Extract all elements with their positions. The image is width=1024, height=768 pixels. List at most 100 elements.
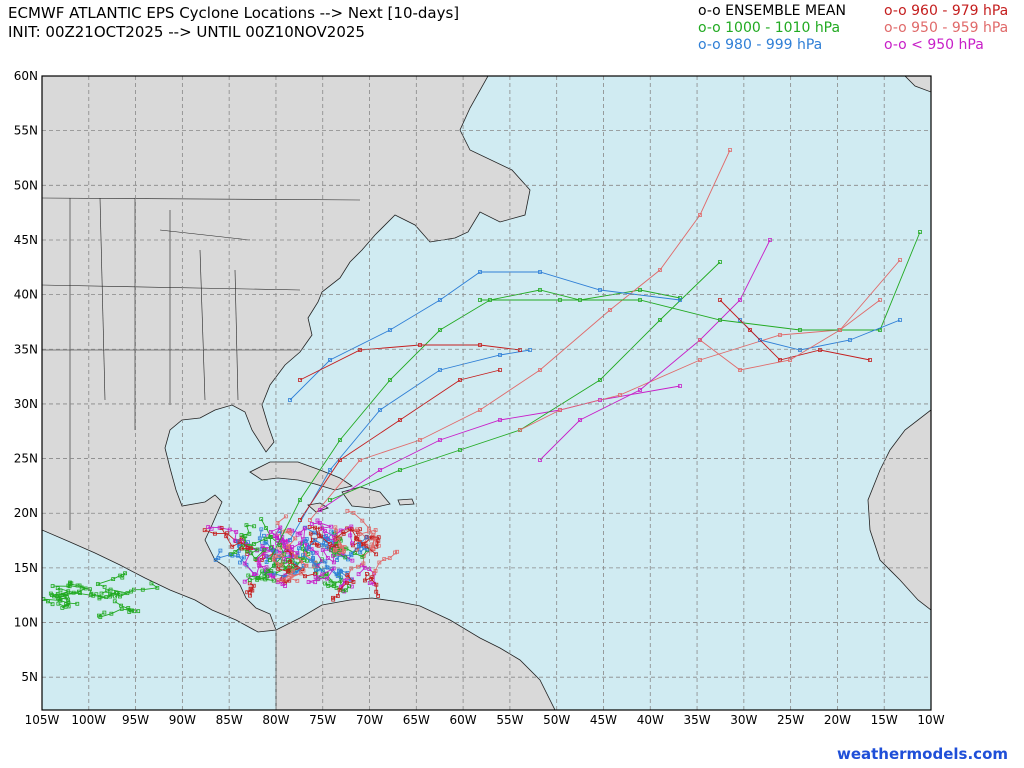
track-point [299, 571, 303, 576]
track-point [111, 577, 116, 581]
ensemble-track [287, 543, 309, 570]
track-point [98, 615, 103, 619]
ensemble-track [317, 520, 353, 544]
ensemble-track [297, 527, 323, 567]
track-point [219, 526, 224, 530]
track-point [71, 590, 76, 595]
lat-tick-label: 40N [14, 288, 38, 302]
track-point [718, 318, 722, 322]
track-point [212, 531, 217, 536]
track-point [878, 298, 882, 302]
track-point [313, 575, 318, 580]
track-point [78, 591, 82, 595]
track-point [345, 573, 350, 578]
track-point [307, 544, 311, 549]
track-point [658, 268, 662, 272]
track-point [307, 525, 312, 529]
track-point [241, 555, 246, 560]
track-point [357, 532, 362, 536]
track-point [263, 577, 268, 582]
pacific-track [68, 585, 97, 597]
track-point [638, 388, 642, 392]
track-point [376, 593, 381, 598]
chart-title: ECMWF ATLANTIC EPS Cyclone Locations -->… [8, 4, 459, 42]
track-point [438, 368, 442, 372]
track-point [283, 514, 288, 519]
ensemble-track [248, 575, 274, 582]
track-point [328, 358, 332, 362]
track-point [233, 550, 238, 554]
legend-ensemble-mean: o-o ENSEMBLE MEAN [698, 3, 846, 19]
track-point [295, 578, 300, 583]
latitude-labels: 5N 10N 15N 20N 25N 30N 35N 40N 45N 50N 55N 60N [14, 69, 38, 684]
track-point [328, 498, 332, 502]
track-point [478, 343, 482, 347]
track-point [95, 582, 100, 586]
ensemble-track [357, 529, 377, 549]
track-point [64, 602, 68, 607]
track-point [126, 606, 131, 610]
track-point [262, 541, 267, 546]
lon-tick-label: 50W [543, 713, 570, 727]
track-point [360, 554, 365, 559]
ensemble-track [281, 567, 291, 584]
track-point [287, 529, 292, 533]
track-point [155, 585, 160, 590]
track-point [60, 592, 65, 597]
lon-tick-label: 55W [496, 713, 523, 727]
track-point [362, 578, 367, 583]
track-point [236, 553, 240, 558]
lon-tick-label: 65W [403, 713, 430, 727]
track-point [349, 577, 353, 582]
track-point [102, 610, 107, 615]
ensemble-track [347, 548, 374, 577]
track-point [478, 408, 482, 412]
track-point [324, 541, 329, 546]
track-point [102, 584, 107, 589]
track-point [274, 533, 279, 538]
track-point [306, 580, 311, 584]
track-point [298, 378, 302, 382]
ensemble-track [241, 524, 255, 550]
track-point [310, 557, 315, 562]
track-point [94, 592, 99, 597]
track-point [352, 551, 357, 555]
track-point [758, 338, 762, 342]
track-point [136, 609, 141, 614]
track-point [287, 578, 292, 583]
ensemble-track [269, 555, 284, 567]
track-point [398, 468, 402, 472]
track-point [259, 576, 264, 581]
track-point [498, 418, 502, 422]
track-point [56, 601, 61, 606]
track-point [898, 258, 902, 262]
track-point [264, 526, 268, 530]
track-point [376, 538, 381, 543]
track-point [308, 531, 313, 536]
track-point [276, 578, 281, 583]
track-point [395, 549, 400, 554]
track-point [304, 546, 308, 551]
track-point [324, 545, 329, 550]
ensemble-track [242, 546, 265, 560]
track-point [598, 378, 602, 382]
track-point [242, 579, 247, 584]
track-point [357, 542, 362, 546]
track-point [357, 544, 361, 549]
track-point [264, 565, 269, 570]
track-point [149, 581, 154, 586]
legend-960-979: o-o 960 - 979 hPa [884, 3, 1009, 19]
map-frame [41, 75, 932, 711]
track-point [286, 569, 291, 574]
lat-tick-label: 50N [14, 178, 38, 192]
track-point [335, 594, 340, 598]
cyclone-tracks [42, 148, 922, 619]
recurving-track [289, 349, 531, 541]
track-point [341, 530, 346, 535]
track-point [478, 270, 482, 274]
land-africa [867, 409, 931, 611]
track-point [347, 584, 351, 589]
track-point [378, 468, 382, 472]
track-point [242, 561, 247, 566]
